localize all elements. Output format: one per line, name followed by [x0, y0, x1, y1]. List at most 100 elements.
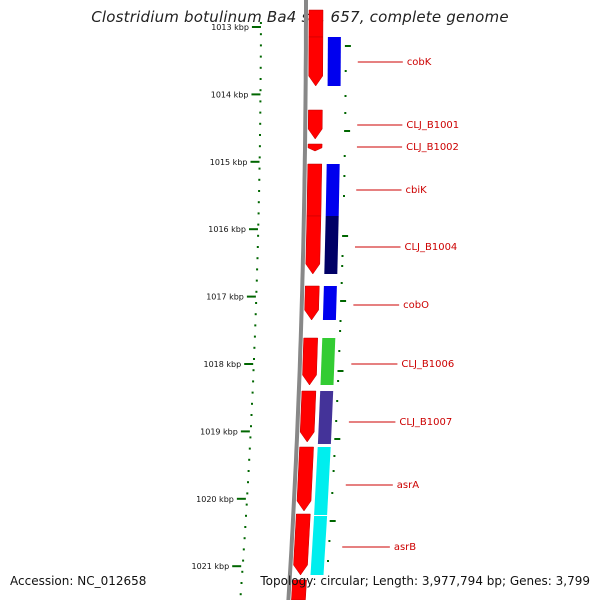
backbone-line: [286, 0, 308, 600]
outer-tick-dot: [329, 520, 336, 522]
tick-label: 1017 kbp: [206, 293, 244, 302]
track-dot: [254, 324, 257, 327]
accession-label: Accession: NC_012658: [10, 574, 147, 588]
gene-feature: [310, 516, 328, 575]
track-dot: [256, 246, 259, 248]
track-dot: [246, 492, 249, 495]
genome-backbone: [286, 0, 308, 600]
outer-tick-dot: [338, 350, 341, 352]
track-dot: [251, 391, 254, 394]
track-dot: [259, 122, 262, 125]
track-dot: [252, 380, 255, 383]
track-dot: [257, 212, 260, 215]
gene-feature: [324, 216, 339, 274]
outer-tick-dot: [344, 112, 347, 114]
gene-label: cbiK: [406, 185, 428, 196]
track-dot: [258, 167, 261, 170]
outer-tick-dot: [342, 235, 349, 237]
track-dot: [253, 346, 256, 349]
gene-label: CLJ_B1007: [399, 417, 452, 428]
outer-tick-dot: [337, 380, 340, 382]
outer-tick-dot: [344, 130, 351, 132]
track-dot: [242, 559, 245, 562]
genome-summary: Topology: circular; Length: 3,977,794 bp…: [260, 574, 590, 588]
strand-arrow: [305, 215, 322, 275]
gene-feature: [314, 447, 331, 515]
tick-label: 1019 kbp: [200, 427, 238, 436]
strand-arrow: [307, 143, 323, 152]
track-dot: [259, 100, 262, 103]
strand-arrow: [299, 390, 317, 443]
outer-tick-dot: [340, 300, 347, 302]
track-dot: [248, 447, 251, 450]
strand-arrow: [306, 163, 323, 217]
gene-label: asrB: [394, 542, 416, 553]
tick-label: 1016 kbp: [208, 225, 246, 234]
gene-feature: [317, 391, 334, 444]
track-dot: [259, 111, 262, 114]
strand-arrow: [304, 285, 320, 321]
track-dot: [257, 223, 260, 226]
strand-arrow: [308, 36, 324, 87]
gene-label: CLJ_B1001: [406, 120, 459, 131]
track-dot: [258, 145, 261, 148]
tick-label: 1020 kbp: [196, 495, 234, 504]
track-dot: [259, 55, 262, 58]
tick-dot-track: [239, 22, 262, 596]
track-dot: [259, 134, 261, 136]
gene-label: CLJ_B1002: [406, 142, 459, 153]
track-dot: [259, 78, 262, 80]
track-dot: [241, 570, 244, 573]
track-dot: [251, 402, 253, 405]
strand-arrow: [307, 109, 323, 140]
track-dot: [252, 369, 255, 372]
strand-arrow: [291, 579, 307, 600]
strand-arrow: [302, 337, 318, 386]
tick-label: 1021 kbp: [191, 562, 229, 571]
scale-ticks: 1013 kbp 1014 kbp 1015 kbp 1016 kbp 1017 kbp…: [191, 23, 261, 571]
track-dot: [255, 279, 258, 282]
gene-label: cobK: [407, 57, 432, 68]
track-dot: [255, 290, 258, 293]
track-dot: [255, 302, 258, 304]
outer-tick-dot: [341, 265, 344, 267]
track-dot: [243, 537, 246, 540]
outer-tick-dot: [340, 282, 343, 284]
track-dot: [257, 234, 260, 237]
outer-tick-dot: [339, 330, 342, 332]
track-dot: [244, 526, 247, 528]
track-dot: [250, 425, 252, 428]
gene-label: asrA: [397, 480, 419, 491]
tick-label: 1013 kbp: [211, 23, 249, 32]
track-dot: [253, 335, 256, 338]
track-dot: [247, 481, 249, 484]
gene-label: cobO: [403, 300, 429, 311]
outer-tick-dot: [332, 470, 335, 472]
strand-arrow: [293, 513, 311, 576]
track-dot: [249, 436, 252, 439]
gene-feature: [327, 37, 341, 86]
track-dot: [256, 257, 259, 260]
track-dot: [259, 33, 262, 36]
outer-tick-dot: [334, 438, 341, 440]
outer-tick-dot: [327, 560, 329, 562]
track-dot: [259, 66, 262, 69]
tick-label: 1015 kbp: [210, 158, 248, 167]
gene-feature: [320, 338, 336, 385]
track-dot: [242, 548, 245, 551]
outer-tick-dot: [344, 45, 351, 47]
track-dot: [256, 268, 259, 271]
strand-arrow: [296, 446, 314, 512]
gene-label: CLJ_B1004: [404, 242, 457, 253]
track-dot: [259, 22, 262, 24]
gene-feature: [322, 286, 337, 320]
outer-tick-dot: [339, 320, 342, 322]
outer-tick-dot: [344, 70, 347, 72]
outer-tick-dot: [344, 95, 347, 97]
forward-strand-track: [291, 9, 324, 600]
gene-labels: cobK CLJ_B1001 CLJ_B1002 cbiK CLJ_B1004 cobO C…: [342, 57, 459, 553]
gene-feature: [325, 164, 340, 216]
track-dot: [248, 458, 251, 461]
tick-label: 1018 kbp: [203, 360, 241, 369]
